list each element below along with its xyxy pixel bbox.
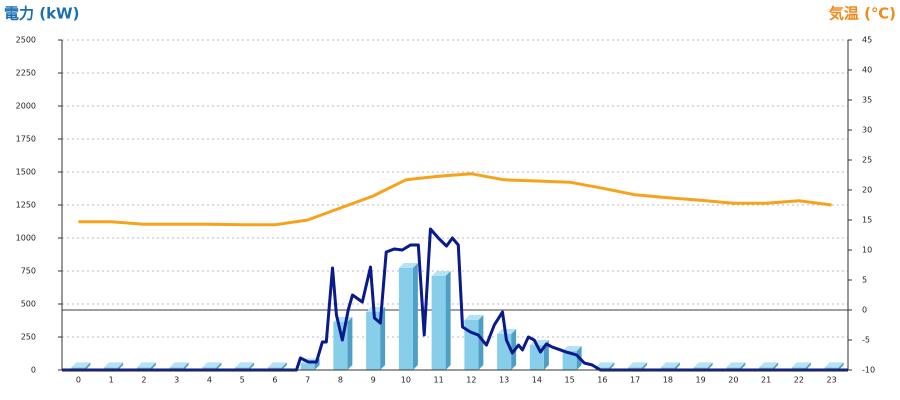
- y2-tick-label: 40: [862, 66, 872, 75]
- y2-tick-label: -10: [862, 366, 875, 375]
- bar: [562, 350, 577, 370]
- y-tick-label: 250: [21, 333, 36, 342]
- bar-side: [281, 362, 287, 370]
- x-tick-label: 8: [338, 376, 343, 385]
- y-tick-label: 2000: [16, 102, 36, 111]
- x-tick-label: 11: [434, 376, 444, 385]
- bar: [431, 276, 446, 370]
- bar-side: [314, 358, 320, 370]
- y2-tick-label: 30: [862, 126, 872, 135]
- y2-tick-label: 10: [862, 246, 872, 255]
- bar-top: [726, 362, 746, 368]
- bar-top: [235, 362, 255, 368]
- x-tick-label: 1: [109, 376, 114, 385]
- y-axis-title: 電力 (kW): [4, 5, 79, 23]
- bar: [464, 319, 479, 370]
- bar-side: [85, 362, 91, 370]
- bar-top: [595, 362, 615, 368]
- bar-side: [674, 362, 680, 370]
- y2-tick-label: 20: [862, 186, 872, 195]
- y-tick-label: 1000: [16, 234, 36, 243]
- bar-top: [791, 362, 811, 368]
- bar-side: [347, 316, 353, 370]
- bar: [366, 311, 381, 370]
- y2-tick-label: 25: [862, 156, 872, 165]
- y2-tick-label: -5: [862, 336, 870, 345]
- y-tick-label: 500: [21, 300, 36, 309]
- x-tick-label: 6: [272, 376, 277, 385]
- bar-side: [183, 362, 189, 370]
- bar-top: [759, 362, 779, 368]
- y2-tick-label: 15: [862, 216, 872, 225]
- bar-top: [104, 362, 124, 368]
- bar-top: [562, 345, 582, 351]
- x-tick-label: 2: [141, 376, 146, 385]
- line: [78, 172, 832, 227]
- bar: [300, 363, 315, 370]
- line: [62, 227, 848, 372]
- bar-side: [740, 362, 746, 370]
- bar-top: [464, 314, 484, 320]
- bar: [497, 333, 512, 370]
- x-tick-label: 15: [565, 376, 575, 385]
- x-tick-label: 4: [207, 376, 212, 385]
- bar-side: [805, 362, 811, 370]
- y-tick-label: 2250: [16, 69, 36, 78]
- bar-side: [118, 362, 124, 370]
- bar-side: [150, 362, 156, 370]
- bar-side: [216, 362, 222, 370]
- bar-top: [693, 362, 713, 368]
- y2-tick-label: 0: [862, 306, 867, 315]
- x-tick-label: 7: [305, 376, 310, 385]
- bar-top: [202, 362, 222, 368]
- y2-tick-label: 45: [862, 36, 872, 45]
- bar-side: [642, 362, 648, 370]
- x-tick-label: 18: [663, 376, 673, 385]
- bar-side: [478, 314, 484, 370]
- x-tick-label: 12: [466, 376, 476, 385]
- bar-side: [412, 262, 418, 370]
- y-tick-label: 1500: [16, 168, 36, 177]
- y2-axis-title: 気温 (℃): [829, 5, 896, 23]
- x-tick-label: 14: [532, 376, 542, 385]
- bar-side: [609, 362, 615, 370]
- y-tick-label: 750: [21, 267, 36, 276]
- bar-top: [660, 362, 680, 368]
- bar-side: [249, 362, 255, 370]
- x-tick-label: 5: [240, 376, 245, 385]
- bar-side: [838, 362, 844, 370]
- x-tick-label: 9: [371, 376, 376, 385]
- bar-side: [445, 271, 451, 370]
- bar-top: [136, 362, 156, 368]
- bar-top: [169, 362, 189, 368]
- bar-top: [431, 271, 451, 277]
- x-tick-label: 23: [827, 376, 837, 385]
- x-tick-label: 19: [696, 376, 706, 385]
- x-tick-label: 16: [597, 376, 607, 385]
- y-tick-label: 1250: [16, 201, 36, 210]
- bar-side: [773, 362, 779, 370]
- y2-tick-label: 5: [862, 276, 867, 285]
- bar-top: [267, 362, 287, 368]
- x-tick-label: 17: [630, 376, 640, 385]
- bar-top: [628, 362, 648, 368]
- bar-side: [707, 362, 713, 370]
- x-tick-label: 0: [76, 376, 81, 385]
- bar-top: [398, 262, 418, 268]
- y-tick-label: 1750: [16, 135, 36, 144]
- x-tick-label: 20: [728, 376, 738, 385]
- x-tick-label: 22: [794, 376, 804, 385]
- y2-tick-label: 35: [862, 96, 872, 105]
- bar-top: [71, 362, 91, 368]
- x-tick-label: 10: [401, 376, 411, 385]
- y-tick-label: 2500: [16, 36, 36, 45]
- y-tick-label: 0: [31, 366, 36, 375]
- bar: [398, 267, 413, 370]
- x-tick-label: 21: [761, 376, 771, 385]
- x-tick-label: 3: [174, 376, 179, 385]
- x-tick-label: 13: [499, 376, 509, 385]
- bar-top: [824, 362, 844, 368]
